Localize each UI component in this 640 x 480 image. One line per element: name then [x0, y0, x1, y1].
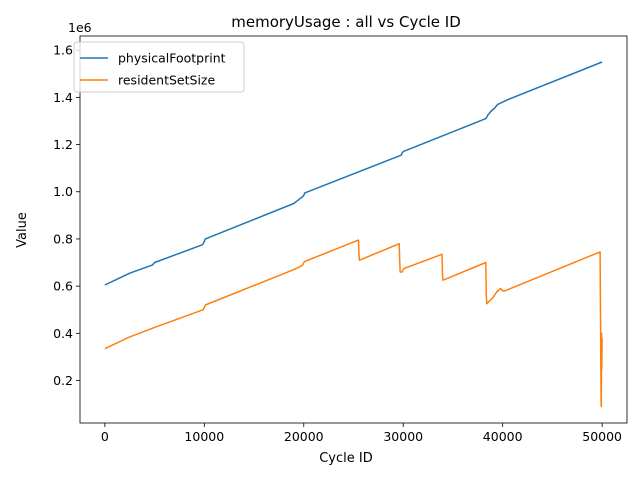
x-tick-label: 20000	[284, 429, 324, 444]
y-tick-label: 0.6	[53, 279, 73, 294]
series-line-1	[104, 239, 603, 408]
y-tick-label: 1.0	[53, 184, 73, 199]
y-axis-offset-label: 1e6	[68, 20, 92, 35]
y-tick-label: 1.6	[53, 43, 73, 58]
plot-frame	[79, 35, 628, 424]
x-tick-label: 50000	[582, 429, 622, 444]
legend-box	[73, 41, 245, 93]
legend-label-0: physicalFootprint	[118, 51, 226, 66]
plot-area	[79, 35, 628, 424]
x-tick-label: 30000	[383, 429, 423, 444]
y-tick-label: 1.2	[53, 137, 73, 152]
x-tick-label: 40000	[483, 429, 523, 444]
y-axis-ticks: 0.2 0.4 0.6 0.8 1.0 1.2 1.4 1.6	[53, 43, 80, 388]
y-tick-label: 0.2	[53, 373, 73, 388]
x-axis-label: Cycle ID	[319, 451, 373, 466]
x-tick-label: 10000	[184, 429, 224, 444]
y-tick-label: 0.4	[53, 326, 73, 341]
y-axis-label: Value	[15, 212, 30, 248]
legend: physicalFootprint residentSetSize	[73, 41, 245, 93]
legend-label-1: residentSetSize	[118, 73, 215, 88]
chart-title: memoryUsage : all vs Cycle ID	[231, 13, 461, 31]
x-axis-ticks: 0 10000 20000 30000 40000 50000	[101, 423, 622, 444]
y-tick-label: 1.4	[53, 90, 73, 105]
series-line-0	[104, 61, 603, 286]
y-tick-label: 0.8	[53, 231, 73, 246]
x-tick-label: 0	[101, 429, 109, 444]
